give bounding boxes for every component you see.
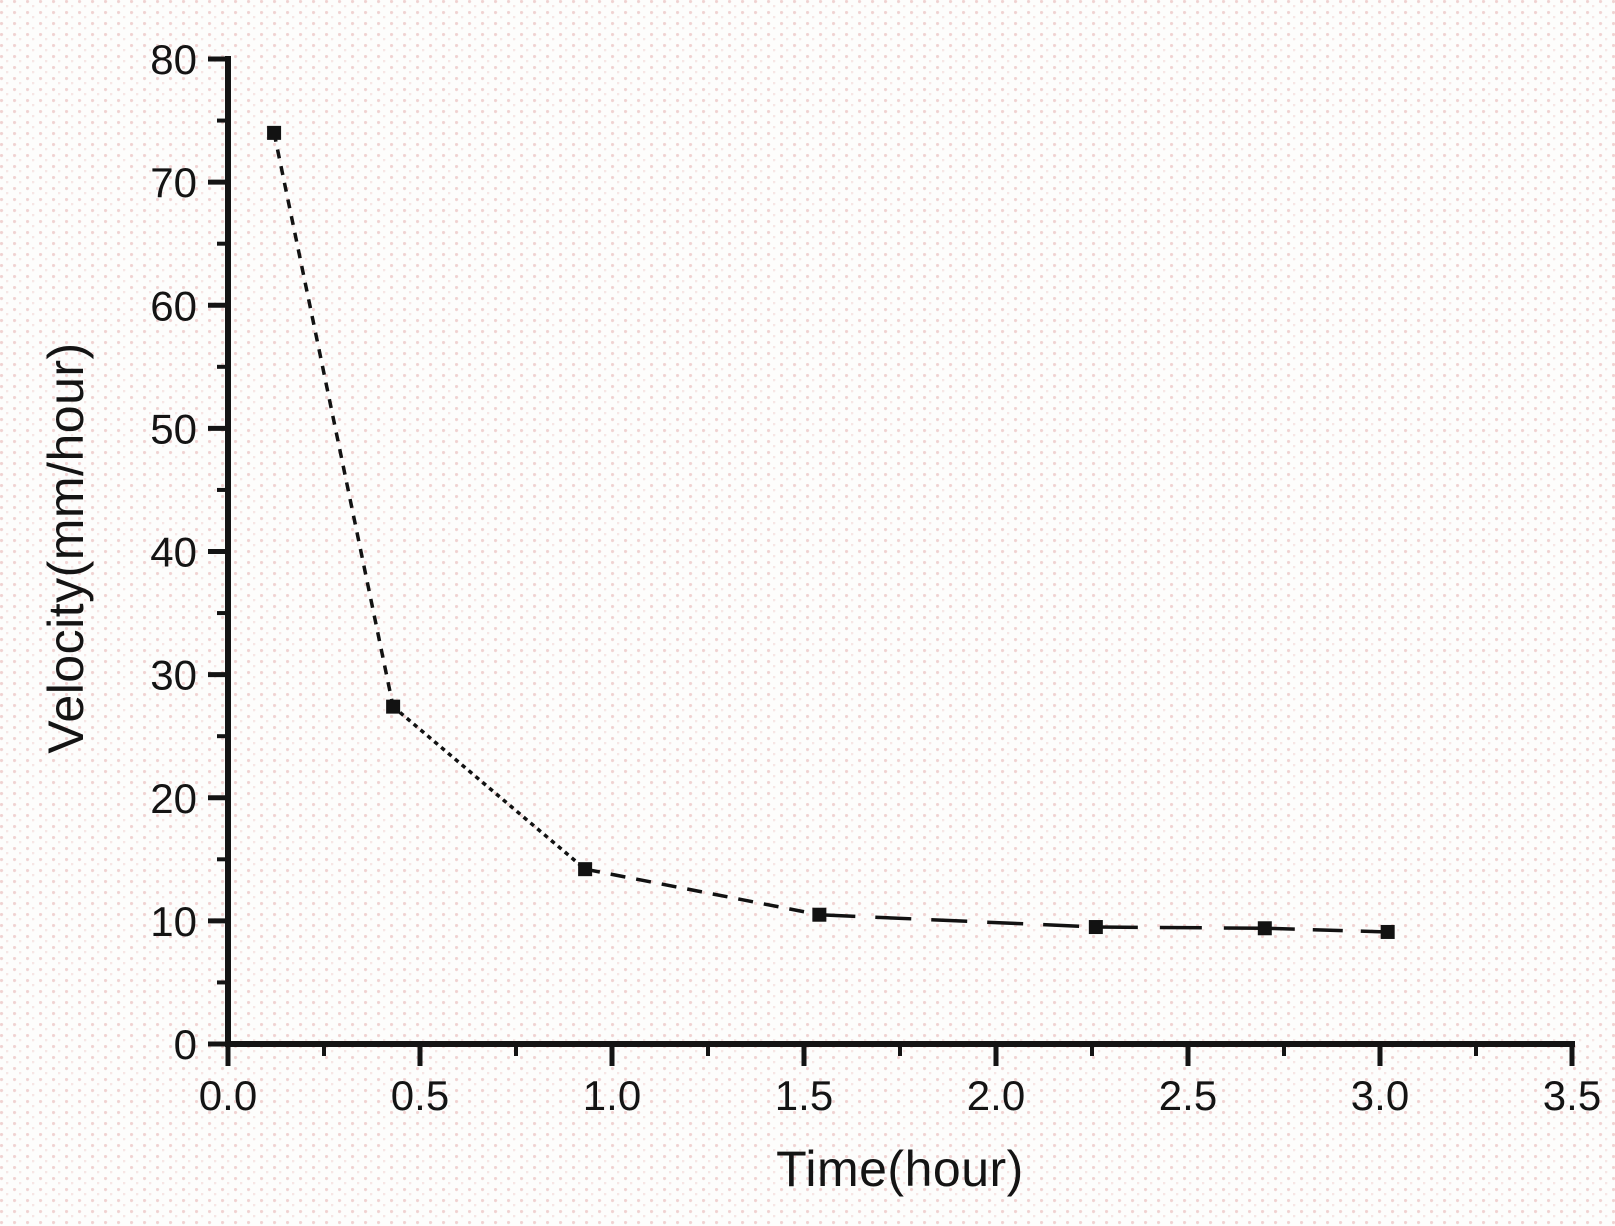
data-point-marker: [578, 862, 593, 877]
data-line-segment: [584, 867, 820, 917]
x-tick-label: 2.0: [967, 1072, 1025, 1119]
y-tick-label: 40: [150, 529, 197, 576]
y-tick-label: 80: [150, 36, 197, 83]
x-axis-title: Time(hour): [776, 1141, 1024, 1197]
x-tick-label: 0.0: [199, 1072, 257, 1119]
data-point-marker: [1257, 921, 1272, 936]
x-tick-label: 1.0: [583, 1072, 641, 1119]
y-tick-label: 0: [174, 1021, 197, 1068]
data-line-segment: [819, 912, 1096, 929]
x-tick-label: 3.5: [1543, 1072, 1601, 1119]
y-tick-label: 70: [150, 159, 197, 206]
y-tick-label: 20: [150, 775, 197, 822]
y-tick-label: 60: [150, 282, 197, 329]
data-point-marker: [812, 907, 827, 922]
x-tick-label: 0.5: [391, 1072, 449, 1119]
x-tick-label: 1.5: [775, 1072, 833, 1119]
x-tick-label: 2.5: [1159, 1072, 1217, 1119]
data-point-marker: [1088, 920, 1103, 935]
data-line-segment: [272, 132, 395, 707]
data-line-segment: [391, 705, 587, 871]
data-point-marker: [267, 125, 282, 140]
data-line-segment: [1264, 926, 1388, 934]
data-point-marker: [386, 699, 401, 714]
y-tick-label: 30: [150, 652, 197, 699]
x-tick-label: 3.0: [1351, 1072, 1409, 1119]
y-axis-title: Velocity(mm/hour): [38, 342, 94, 754]
data-line-segment: [1095, 925, 1265, 931]
y-tick-label: 10: [150, 898, 197, 945]
data-point-marker: [1380, 924, 1395, 939]
y-tick-label: 50: [150, 405, 197, 452]
